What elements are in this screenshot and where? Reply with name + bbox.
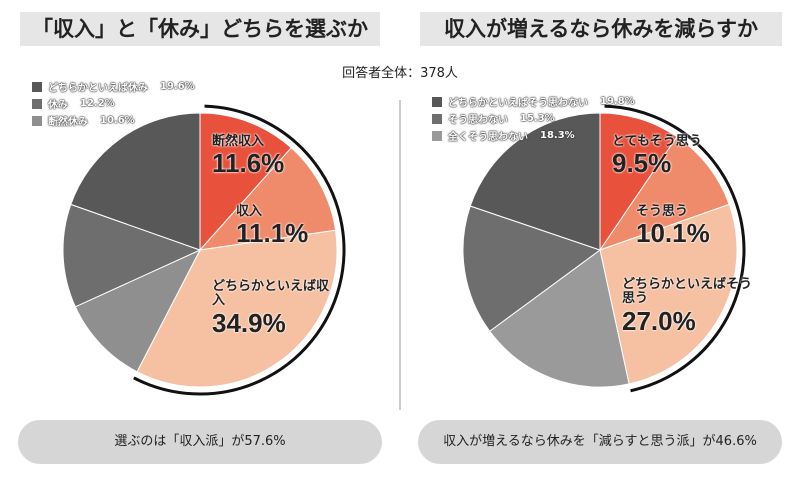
slice-label: どちらかといえば収入 34.9%: [212, 279, 330, 338]
legend-swatch: [432, 96, 442, 107]
slice-label: そう思う 10.1%: [636, 204, 710, 249]
legend-item: どちらかといえば休み 19.6%: [32, 78, 195, 95]
pie-slice: [74, 248, 202, 373]
legend-pct: 19.6%: [160, 81, 195, 92]
respondents-count: 回答者全体：378人: [342, 66, 458, 81]
pie-slice: [199, 112, 292, 252]
highlight-arc: [604, 104, 746, 393]
legend-label: どちらかといえばそう思わない: [448, 98, 588, 109]
legend-pct: 10.6%: [100, 115, 135, 126]
legend-pct: 15.3%: [520, 113, 555, 124]
divider: [399, 100, 401, 410]
legend-swatch: [432, 113, 442, 124]
legend-item: 全くそう思わない 18.3%: [432, 127, 635, 144]
left-legend: どちらかといえば休み 19.6% 休み 12.2% 断然休み 10.6%: [32, 78, 195, 129]
pie-slice: [462, 205, 602, 332]
pie-slice: [198, 147, 337, 251]
legend-item: どちらかといえばそう思わない 19.8%: [432, 93, 635, 110]
pie-slice: [598, 135, 730, 251]
legend-label: 全くそう思わない: [448, 132, 528, 143]
left-chart-title: 「収入」と「休み」どちらを選ぶか: [20, 12, 380, 46]
right-summary: 収入が増えるなら休みを「減らすと思う派」が46.6%: [418, 420, 782, 464]
legend-swatch: [32, 98, 42, 109]
legend-label: 断然休み: [48, 117, 88, 128]
right-legend: どちらかといえばそう思わない 19.8% そう思わない 15.3% 全くそう思わない…: [432, 93, 635, 144]
highlight-arc: [133, 104, 346, 396]
legend-pct: 19.8%: [600, 96, 635, 107]
legend-swatch: [432, 130, 442, 141]
pie-slice: [469, 112, 601, 251]
pie-slice: [70, 112, 201, 251]
legend-pct: 18.3%: [540, 130, 575, 141]
pie-slice: [599, 203, 738, 385]
pie-slice: [136, 229, 338, 388]
right-chart-title: 収入が増えるなら休みを減らすか: [420, 12, 782, 46]
pie-slice: [62, 203, 202, 308]
legend-item: 休み 12.2%: [32, 95, 195, 112]
slice-label: 断然収入 11.6%: [212, 134, 285, 179]
legend-swatch: [32, 81, 42, 92]
legend-label: どちらかといえば休み: [48, 83, 148, 94]
legend-label: 休み: [48, 100, 68, 111]
pie-slice: [488, 249, 630, 388]
legend-item: そう思わない 15.3%: [432, 110, 635, 127]
left-summary: 選ぶのは「収入派」が57.6%: [18, 420, 382, 464]
slice-label: とてもそう思う 9.5%: [612, 134, 702, 179]
legend-pct: 12.2%: [80, 98, 115, 109]
pie-slice: [599, 112, 678, 252]
slice-label: 収入 11.1%: [236, 204, 309, 249]
slice-label: どちらかといえばそう思う 27.0%: [622, 277, 753, 336]
legend-item: 断然休み 10.6%: [32, 112, 195, 129]
legend-swatch: [32, 115, 42, 126]
legend-label: そう思わない: [448, 115, 508, 126]
